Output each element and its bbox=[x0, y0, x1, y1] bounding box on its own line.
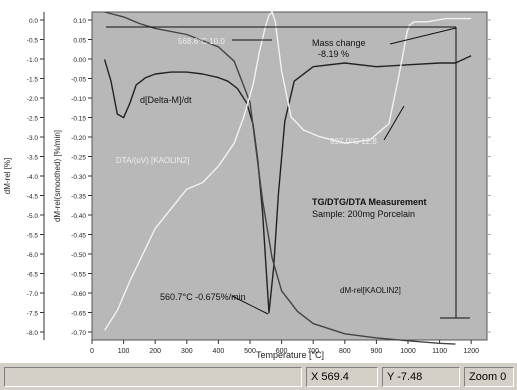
y2-tick-label: -0.10 bbox=[71, 96, 86, 103]
x-tick-label: 600 bbox=[276, 348, 288, 355]
y2-tick-label: -0.50 bbox=[71, 252, 86, 259]
dtg-peak-pointer bbox=[231, 295, 269, 315]
x-tick-label: 300 bbox=[181, 348, 193, 355]
status-message bbox=[4, 367, 302, 387]
x-tick-label: 200 bbox=[149, 348, 161, 355]
y1-tick-label: 0.0 bbox=[29, 18, 38, 25]
zoom-readout: Zoom 0 bbox=[464, 367, 514, 387]
y1-tick-label: -3.5 bbox=[27, 155, 39, 162]
dta-peak-1-annotation: 568.6°C 10.0 bbox=[178, 37, 225, 46]
y2-tick-label: -0.60 bbox=[71, 291, 86, 298]
y2-tick-label: -0.25 bbox=[71, 155, 86, 162]
chart-subtitle: Sample: 200mg Porcelain bbox=[312, 209, 415, 219]
y2-tick-label: -0.45 bbox=[71, 233, 86, 240]
dtg-peak-annotation: 560.7°C -0.675%/min bbox=[160, 292, 246, 302]
dta-peak-2-annotation: 997.0°C 12.8 bbox=[330, 137, 377, 146]
x-tick-label: 700 bbox=[307, 348, 319, 355]
y2-tick-label: -0.35 bbox=[71, 194, 86, 201]
y2-tick-label: -0.40 bbox=[71, 213, 86, 220]
dta-curve-label: DTA/(uV) [KAOLIN2] bbox=[116, 156, 189, 165]
y2-tick-label: 0.05 bbox=[73, 38, 86, 45]
y1-tick-label: -0.5 bbox=[27, 38, 39, 45]
plot-area[interactable] bbox=[91, 11, 488, 341]
dta-peak-2-pointer bbox=[383, 105, 405, 141]
y1-tick-label: -5.5 bbox=[27, 233, 39, 240]
y2-tick-label: -0.55 bbox=[71, 272, 86, 279]
y2-tick-label: 0.10 bbox=[73, 18, 86, 25]
y2-tick-label: -0.20 bbox=[71, 135, 86, 142]
x-tick-label: 100 bbox=[118, 348, 130, 355]
y1-tick-label: -6.0 bbox=[27, 252, 39, 259]
cursor-x-readout: X 569.4 bbox=[306, 367, 378, 387]
cursor-y-readout: Y -7.48 bbox=[382, 367, 460, 387]
y1-tick-label: -4.0 bbox=[27, 174, 39, 181]
y1-tick-label: -1.5 bbox=[27, 77, 39, 84]
dtg-curve-label: d[Delta-M]/dt bbox=[140, 95, 192, 105]
x-tick-label: 1100 bbox=[432, 348, 447, 355]
y2-tick-label: -0.65 bbox=[71, 311, 86, 318]
y2-tick-label: -0.05 bbox=[71, 77, 86, 84]
y1-axis-label: dM-rel [%] bbox=[3, 158, 12, 194]
x-tick-label: 1000 bbox=[400, 348, 416, 355]
y1-tick-label: -8.0 bbox=[27, 330, 39, 337]
y1-tick-label: -4.5 bbox=[27, 194, 39, 201]
y1-tick-label: -5.0 bbox=[27, 213, 39, 220]
mass-change-pointer bbox=[389, 27, 457, 45]
y2-axis-label: dM-rel(smoothed) [%/min] bbox=[53, 130, 62, 222]
y1-tick-label: -7.0 bbox=[27, 291, 39, 298]
x-tick-label: 500 bbox=[244, 348, 256, 355]
x-tick-label: 0 bbox=[90, 348, 94, 355]
x-axis-label: Temperature [°C] bbox=[256, 350, 324, 360]
y2-tick-label: -0.70 bbox=[71, 330, 86, 337]
y1-tick-label: -1.0 bbox=[27, 57, 39, 64]
y1-tick-label: -2.0 bbox=[27, 96, 39, 103]
series-line-dta-uv-kaolin2 bbox=[104, 11, 472, 331]
mass-change-label: Mass change bbox=[312, 38, 366, 48]
x-tick-label: 1200 bbox=[463, 348, 479, 355]
x-tick-label: 800 bbox=[339, 348, 351, 355]
series-line-dm-rel-kaolin2 bbox=[104, 11, 456, 345]
y1-tick-label: -3.0 bbox=[27, 135, 39, 142]
y1-tick-label: -2.5 bbox=[27, 116, 39, 123]
tg-curve-label: dM-rel[KAOLIN2] bbox=[340, 286, 401, 295]
x-tick-label: 900 bbox=[371, 348, 383, 355]
thermal-analysis-chart: 0 100 200 300 400 500 600 700 800 900 1000 1100 1200… bbox=[3, 11, 491, 360]
y1-tick-label: -7.5 bbox=[27, 311, 39, 318]
y2-tick-label: -0.30 bbox=[71, 174, 86, 181]
y2-tick-label: -0.15 bbox=[71, 116, 86, 123]
status-bar: X 569.4 Y -7.48 Zoom 0 bbox=[0, 362, 517, 390]
x-tick-label: 400 bbox=[213, 348, 225, 355]
y1-tick-label: -6.5 bbox=[27, 272, 39, 279]
y2-tick-label: 0.00 bbox=[73, 57, 86, 64]
chart-title: TG/DTG/DTA Measurement bbox=[312, 197, 427, 207]
mass-change-value: -8.19 % bbox=[318, 49, 349, 59]
